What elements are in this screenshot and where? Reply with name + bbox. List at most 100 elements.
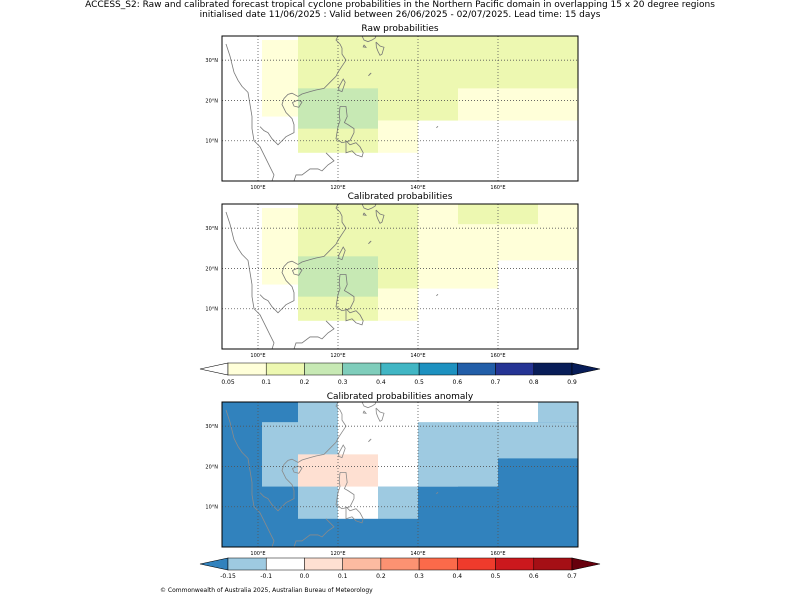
lon-tick-label: 100°E	[250, 353, 265, 359]
coastline	[362, 44, 367, 48]
map-raw-probabilities: 10°N 20°N 30°N 100°E 120°E 140°E 160°E	[205, 35, 579, 191]
probability-cell	[538, 402, 578, 423]
coastline	[368, 438, 372, 443]
coastline	[436, 293, 439, 297]
lat-tick-label: 20°N	[205, 98, 218, 104]
colorbar-segment	[304, 362, 343, 376]
map-calibrated-anomaly: 10°N 20°N 30°N 100°E 120°E 140°E 160°E	[205, 401, 579, 557]
coastline	[361, 401, 377, 409]
probability-cell	[458, 204, 538, 225]
probability-cell	[458, 36, 578, 89]
probability-cell	[262, 40, 298, 117]
lon-tick-label: 100°E	[250, 551, 265, 557]
lon-tick-label: 160°E	[490, 185, 505, 191]
coastline	[225, 43, 275, 182]
map-frame	[221, 401, 579, 548]
colorbar-probabilities-labels: 0.05 0.1 0.2 0.3 0.4 0.5 0.6 0.7 0.8 0.9	[198, 379, 602, 389]
colorbar-probabilities	[199, 362, 601, 376]
colorbar-segment	[533, 557, 573, 571]
panel-title-raw: Raw probabilities	[361, 24, 439, 34]
coastline	[375, 407, 385, 422]
lon-tick-label: 120°E	[330, 353, 345, 359]
coastline	[361, 203, 377, 211]
colorbar-segment	[418, 362, 458, 376]
colorbar-tick-label: 0.1	[337, 573, 348, 580]
map-frame	[221, 203, 579, 350]
probability-cell	[378, 204, 418, 289]
colorbar-segment	[227, 557, 267, 571]
coastline	[345, 506, 364, 524]
colorbar-over-arrow	[571, 362, 601, 376]
probability-cell	[378, 288, 418, 321]
lon-tick-label: 160°E	[490, 551, 505, 557]
colorbar-segment	[418, 557, 458, 571]
lon-tick-label: 140°E	[410, 185, 425, 191]
colorbar-segment	[457, 362, 496, 376]
lat-tick-label: 30°N	[205, 226, 218, 232]
coastline	[362, 410, 367, 414]
coastline	[259, 203, 347, 314]
figure-title-line-1: ACCESS_S2: Raw and calibrated forecast t…	[85, 0, 715, 10]
colorbar-tick-label: -0.15	[220, 573, 236, 580]
colorbar-segment	[380, 557, 420, 571]
colorbar-tick-label: 0.7	[490, 379, 501, 386]
map-calibrated-probabilities: 10°N 20°N 30°N 100°E 120°E 140°E 160°E	[205, 203, 579, 359]
lat-tick-label: 10°N	[205, 505, 218, 511]
colorbar-tick-label: -0.1	[260, 573, 273, 580]
colorbar-segment	[457, 557, 496, 571]
coastline	[345, 308, 364, 326]
coastline	[293, 320, 335, 350]
probability-cell	[378, 486, 418, 519]
colorbar-tick-label: 0.6	[528, 573, 539, 580]
colorbar-tick-label: 0.2	[299, 379, 310, 386]
probability-cell	[458, 402, 538, 423]
colorbar-tick-label: 0.05	[221, 379, 235, 386]
coastline	[293, 518, 335, 548]
colorbar-tick-label: 0.4	[452, 573, 463, 580]
colorbar-segment	[265, 362, 305, 376]
colorbar-tick-label: 0.2	[376, 573, 386, 580]
probability-cell	[262, 422, 298, 487]
coastline	[259, 401, 347, 512]
probability-cell	[298, 88, 338, 129]
coastline	[375, 41, 385, 56]
colorbar-segment	[342, 557, 382, 571]
colorbar-segment	[227, 362, 267, 376]
coastline	[335, 472, 355, 510]
colorbar-tick-label: 0.3	[414, 573, 424, 580]
colorbar-segment	[495, 557, 535, 571]
figure-title-line-2: initialised date 11/06/2025 : Valid betw…	[199, 10, 601, 20]
lon-tick-label: 120°E	[330, 551, 345, 557]
colorbar-tick-label: 0.3	[337, 379, 348, 386]
probability-cell	[262, 208, 298, 285]
probability-cell	[378, 120, 418, 153]
lat-tick-label: 30°N	[205, 424, 218, 430]
coastline	[362, 212, 367, 216]
copyright-footer: © Commonwealth of Australia 2025, Austra…	[160, 587, 373, 594]
colorbar-tick-label: 0.5	[414, 379, 424, 386]
lat-tick-label: 20°N	[205, 464, 218, 470]
lat-tick-label: 10°N	[205, 139, 218, 145]
colorbar-tick-label: 0.4	[376, 379, 386, 386]
colorbar-under-arrow	[199, 557, 229, 571]
lat-tick-label: 10°N	[205, 307, 218, 313]
coastline	[436, 125, 439, 129]
probability-cell	[418, 204, 458, 289]
colorbar-tick-label: 0.5	[490, 573, 501, 580]
colorbar-under-arrow	[199, 362, 229, 376]
colorbar-tick-label: 0.7	[567, 573, 577, 580]
colorbar-anomaly-labels: -0.15 -0.1 0.0 0.1 0.2 0.3 0.4 0.5 0.6 0.7	[198, 573, 602, 583]
coastline	[436, 491, 439, 495]
coastline	[368, 240, 372, 245]
colorbar-tick-label: 0.1	[261, 379, 271, 386]
lon-tick-label: 100°E	[250, 185, 265, 191]
probability-cell	[418, 422, 498, 487]
colorbar-segment	[342, 362, 382, 376]
colorbar-segment	[533, 362, 573, 376]
colorbar-tick-label: 0.8	[528, 379, 539, 386]
colorbar-segment	[380, 362, 420, 376]
coastline	[345, 140, 364, 158]
colorbar-tick-label: 0.0	[299, 573, 310, 580]
colorbar-tick-label: 0.6	[452, 379, 463, 386]
lon-tick-label: 160°E	[490, 353, 505, 359]
